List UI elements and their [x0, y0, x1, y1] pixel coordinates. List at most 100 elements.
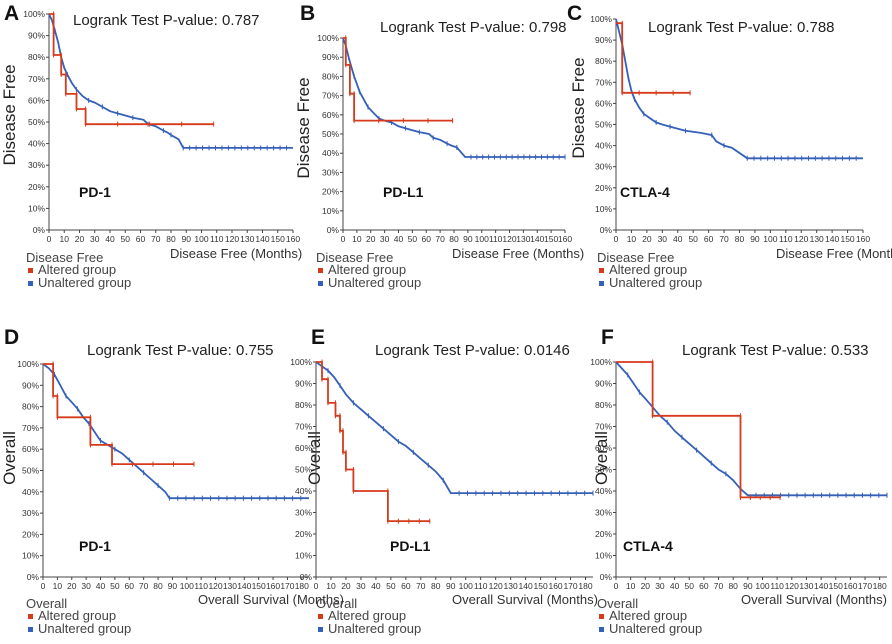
legend-swatch-altered — [28, 268, 33, 273]
x-tick-label: 20 — [642, 234, 652, 244]
x-tick-label: 110 — [194, 581, 208, 591]
x-tick-label: 70 — [719, 234, 729, 244]
x-tick-label: 30 — [81, 581, 91, 591]
x-tick-label: 150 — [271, 234, 285, 244]
legend-label-unaltered: Unaltered group — [328, 275, 421, 290]
unaltered-curve — [42, 363, 309, 500]
x-tick-label: 140 — [255, 234, 269, 244]
x-tick-label: 0 — [614, 581, 619, 591]
y-tick-label: 70% — [22, 423, 39, 433]
x-tick-label: 50 — [386, 581, 396, 591]
altered-curve — [316, 361, 430, 522]
y-tick-label: 30% — [22, 508, 39, 518]
altered-curve — [43, 363, 194, 466]
y-axis-label: Disease Free — [0, 64, 19, 165]
y-tick-label: 30% — [595, 508, 612, 518]
y-tick-label: 40% — [22, 487, 39, 497]
gene-label: PD-L1 — [383, 184, 424, 200]
x-tick-label: 0 — [341, 234, 346, 244]
x-tick-label: 120 — [489, 581, 503, 591]
x-tick-label: 160 — [286, 234, 300, 244]
x-tick-label: 0 — [47, 234, 52, 244]
x-tick-label: 20 — [75, 234, 85, 244]
legend-swatch-unaltered — [28, 627, 33, 632]
pvalue-title: Logrank Test P-value: 0.787 — [73, 12, 260, 29]
legend-swatch-altered — [28, 614, 33, 619]
legend-title: Overall — [597, 596, 638, 611]
y-tick-label: 70% — [295, 422, 312, 432]
x-tick-label: 80 — [166, 234, 176, 244]
x-tick-label: 100 — [755, 581, 769, 591]
y-tick-label: 80% — [322, 71, 339, 81]
legend-label-altered: Altered group — [38, 608, 116, 623]
x-tick-label: 10 — [627, 234, 637, 244]
y-tick-label: 60% — [295, 443, 312, 453]
unaltered-curve — [615, 18, 863, 160]
altered-curve — [343, 37, 453, 122]
x-tick-label: 130 — [240, 234, 254, 244]
y-tick-label: 20% — [595, 529, 612, 539]
y-tick-label: 10% — [28, 203, 45, 213]
x-tick-label: 30 — [90, 234, 100, 244]
x-tick-label: 170 — [280, 581, 294, 591]
x-tick-label: 120 — [208, 581, 222, 591]
y-tick-label: 80% — [295, 400, 312, 410]
x-tick-label: 10 — [326, 581, 336, 591]
pvalue-title: Logrank Test P-value: 0.533 — [682, 342, 869, 359]
x-tick-label: 70 — [151, 234, 161, 244]
y-tick-label: 50% — [28, 117, 45, 127]
y-tick-label: 0% — [600, 225, 613, 235]
legend-swatch-altered — [599, 268, 604, 273]
y-tick-label: 30% — [295, 508, 312, 518]
pvalue-title: Logrank Test P-value: 0.755 — [87, 342, 274, 359]
x-axis-label: Overall Survival (Months) — [452, 592, 598, 607]
x-tick-label: 150 — [840, 234, 854, 244]
x-tick-label: 90 — [182, 234, 192, 244]
y-tick-label: 50% — [322, 129, 339, 139]
x-tick-label: 90 — [446, 581, 456, 591]
y-tick-label: 70% — [322, 91, 339, 101]
x-tick-label: 100 — [763, 234, 777, 244]
x-tick-label: 60 — [422, 234, 432, 244]
x-tick-label: 120 — [785, 581, 799, 591]
panel-letter: C — [567, 2, 582, 25]
x-tick-label: 20 — [67, 581, 77, 591]
panel-letter: D — [4, 326, 19, 349]
y-tick-label: 70% — [595, 77, 612, 87]
x-tick-label: 60 — [704, 234, 714, 244]
legend-label-altered: Altered group — [609, 608, 687, 623]
x-tick-label: 120 — [502, 234, 516, 244]
x-tick-label: 150 — [534, 581, 548, 591]
y-tick-label: 30% — [28, 160, 45, 170]
unaltered-curve — [315, 361, 593, 495]
y-axis-label: Overall — [305, 431, 324, 485]
x-tick-label: 40 — [670, 581, 680, 591]
legend-label-unaltered: Unaltered group — [609, 621, 702, 636]
x-tick-label: 0 — [41, 581, 46, 591]
y-tick-label: 60% — [595, 443, 612, 453]
x-tick-label: 120 — [225, 234, 239, 244]
y-axis-label: Overall — [0, 431, 19, 485]
x-tick-label: 10 — [53, 581, 63, 591]
x-tick-label: 40 — [96, 581, 106, 591]
x-tick-label: 50 — [408, 234, 418, 244]
x-tick-label: 140 — [530, 234, 544, 244]
y-tick-label: 60% — [322, 110, 339, 120]
y-tick-label: 90% — [595, 35, 612, 45]
x-tick-label: 160 — [266, 581, 280, 591]
x-tick-label: 130 — [799, 581, 813, 591]
x-tick-label: 10 — [60, 234, 70, 244]
legend-title: Disease Free — [316, 250, 393, 265]
x-tick-label: 150 — [252, 581, 266, 591]
y-axis-label: Overall — [592, 431, 611, 485]
panel-letter: F — [601, 326, 614, 349]
x-tick-label: 70 — [435, 234, 445, 244]
x-tick-label: 30 — [655, 581, 665, 591]
y-tick-label: 20% — [28, 182, 45, 192]
x-tick-label: 40 — [105, 234, 115, 244]
x-tick-label: 130 — [223, 581, 237, 591]
panel-c: C Logrank Test P-value: 0.788 Disease Free… — [567, 2, 892, 290]
panel-d: D Logrank Test P-value: 0.755 Overall Overa… — [0, 326, 344, 636]
